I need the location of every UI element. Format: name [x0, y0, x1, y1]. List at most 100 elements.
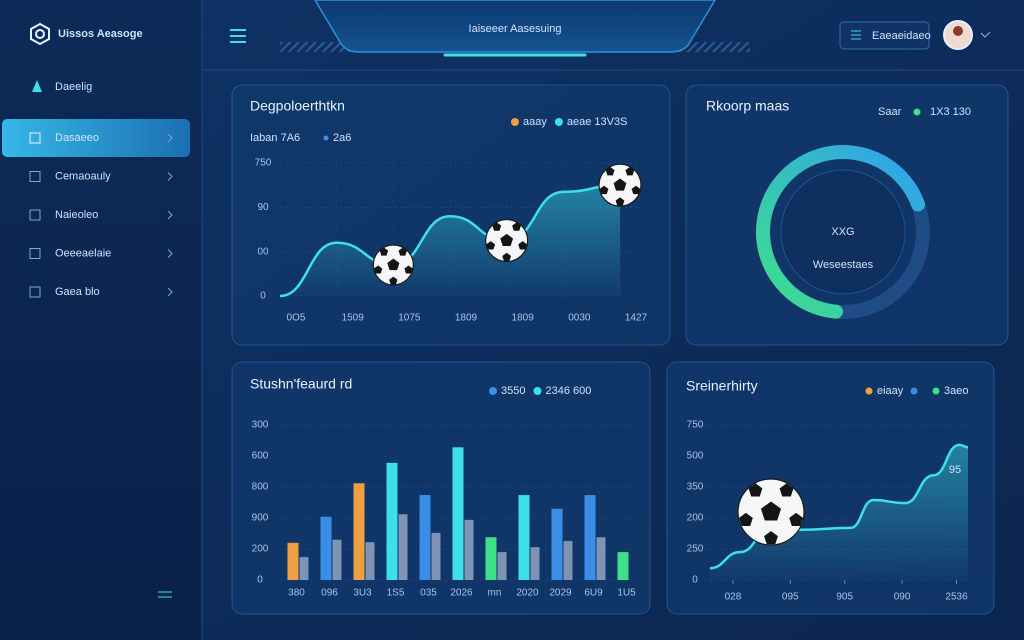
y-tick-label: 250	[687, 544, 704, 555]
ball-patch	[738, 512, 753, 527]
ball-patch	[625, 166, 635, 176]
soccer-ball	[485, 218, 529, 263]
bar	[584, 495, 596, 580]
gauge-inner	[780, 169, 906, 295]
legend-dot	[865, 387, 873, 395]
bar	[419, 495, 431, 580]
nav-icon	[29, 286, 41, 298]
x-tick-label: 035	[420, 588, 437, 599]
x-tick-label: 1809	[455, 313, 478, 324]
legend-dot	[932, 387, 940, 395]
ball-patch	[599, 185, 609, 195]
bar	[464, 519, 474, 580]
y-tick-label: 750	[255, 158, 272, 169]
brand-logo	[30, 22, 50, 46]
header-button[interactable]	[839, 21, 930, 50]
x-tick-label: 1S5	[387, 588, 405, 599]
panel-title: Degpoloerthtkn	[250, 98, 345, 114]
nav-item[interactable]: Gaea blo	[55, 286, 100, 298]
legend-label: Saar	[878, 106, 902, 118]
sidebar-footer-icon[interactable]	[158, 591, 172, 598]
bar	[431, 532, 441, 580]
x-tick-label: 0030	[568, 313, 591, 324]
x-tick-label: 1509	[342, 313, 365, 324]
panel-title: Rkoorp maas	[706, 98, 789, 114]
bar	[497, 552, 507, 580]
legend-dot	[489, 387, 497, 395]
nav-chevron[interactable]	[167, 172, 173, 181]
y-tick-label: 900	[252, 513, 269, 524]
legend-label: aeae 13V3S	[567, 116, 628, 128]
legend-dot	[913, 108, 921, 116]
x-tick-label: 3U3	[353, 588, 372, 599]
panel-subtitle: 2a6	[333, 132, 351, 144]
x-tick-label: 905	[836, 592, 853, 603]
legend-label: 2346 600	[545, 385, 591, 397]
legend-dot	[554, 118, 563, 126]
x-tick-label: 2026	[450, 588, 473, 599]
nav-item[interactable]: Oeeeaelaie	[55, 247, 111, 259]
bar	[398, 514, 408, 580]
soccer-ball	[372, 244, 414, 286]
nav-icon	[29, 132, 41, 144]
ball-patch	[379, 247, 389, 256]
panel-title: Sreinerhirty	[686, 378, 758, 394]
y-tick-label: 350	[687, 482, 704, 493]
ball-patch	[615, 197, 625, 206]
nav-item[interactable]: Naieoleo	[55, 209, 98, 221]
x-tick-label: 0O5	[287, 313, 306, 324]
y-tick-label: 800	[252, 482, 269, 493]
x-tick-label: 090	[894, 592, 911, 603]
y-tick-label: 0	[692, 575, 698, 586]
y-tick-label: 0	[257, 575, 263, 586]
ball-patch	[512, 222, 521, 231]
x-tick-label: mn	[488, 588, 502, 599]
decoration	[630, 42, 750, 52]
nav-icon	[29, 248, 41, 259]
x-tick-label: 2536	[945, 592, 968, 603]
ball-patch	[748, 483, 763, 497]
bar	[287, 542, 299, 580]
bar	[617, 552, 629, 580]
legend-label: eiaay	[877, 385, 904, 397]
x-tick-label: 1427	[625, 313, 648, 324]
ball-patch	[518, 241, 528, 250]
nav-chevron[interactable]	[167, 210, 173, 220]
ball-patch	[502, 252, 512, 262]
nav-chevron[interactable]	[167, 287, 173, 297]
legend-label: aaay	[523, 116, 547, 128]
avatar-chevron[interactable]	[980, 31, 991, 38]
ball-patch	[373, 265, 383, 274]
ball-patch	[764, 531, 778, 545]
nav-top[interactable]: Daeelig	[55, 81, 92, 93]
panel-subtitle: Iaban 7A6	[250, 132, 300, 144]
line-area	[280, 185, 620, 296]
bar	[551, 508, 563, 580]
x-tick-label: 2020	[516, 588, 539, 599]
nav-chevron[interactable]	[167, 249, 173, 258]
ball-patch	[760, 501, 782, 521]
soccer-ball	[598, 163, 642, 207]
line-series	[279, 183, 621, 298]
gauge-arc	[756, 145, 926, 319]
ball-patch	[605, 166, 615, 176]
y-tick-label: 750	[687, 420, 704, 431]
y-tick-label: 300	[252, 420, 269, 431]
page-title: Iaiseeer Aasesuing	[469, 23, 562, 35]
nav-list: Dasaeeo Cemaoauly Naieoleo Oeeeaelaie Gaea b…	[2, 119, 190, 298]
nav-chevron[interactable]	[167, 133, 173, 143]
ball-patch	[486, 241, 496, 250]
legend-dot	[910, 387, 918, 395]
legend-dot	[511, 118, 519, 126]
ball-patch	[631, 185, 641, 195]
ball-patch	[398, 247, 407, 256]
gauge-caption: Weseestaes	[813, 259, 874, 271]
bar	[299, 557, 309, 580]
nav-item[interactable]: Dasaeeo	[55, 132, 99, 144]
annotation: 95	[949, 464, 961, 476]
nav-item[interactable]: Cemaoauly	[55, 170, 111, 182]
menu-button[interactable]	[230, 29, 246, 43]
bar	[386, 462, 398, 580]
